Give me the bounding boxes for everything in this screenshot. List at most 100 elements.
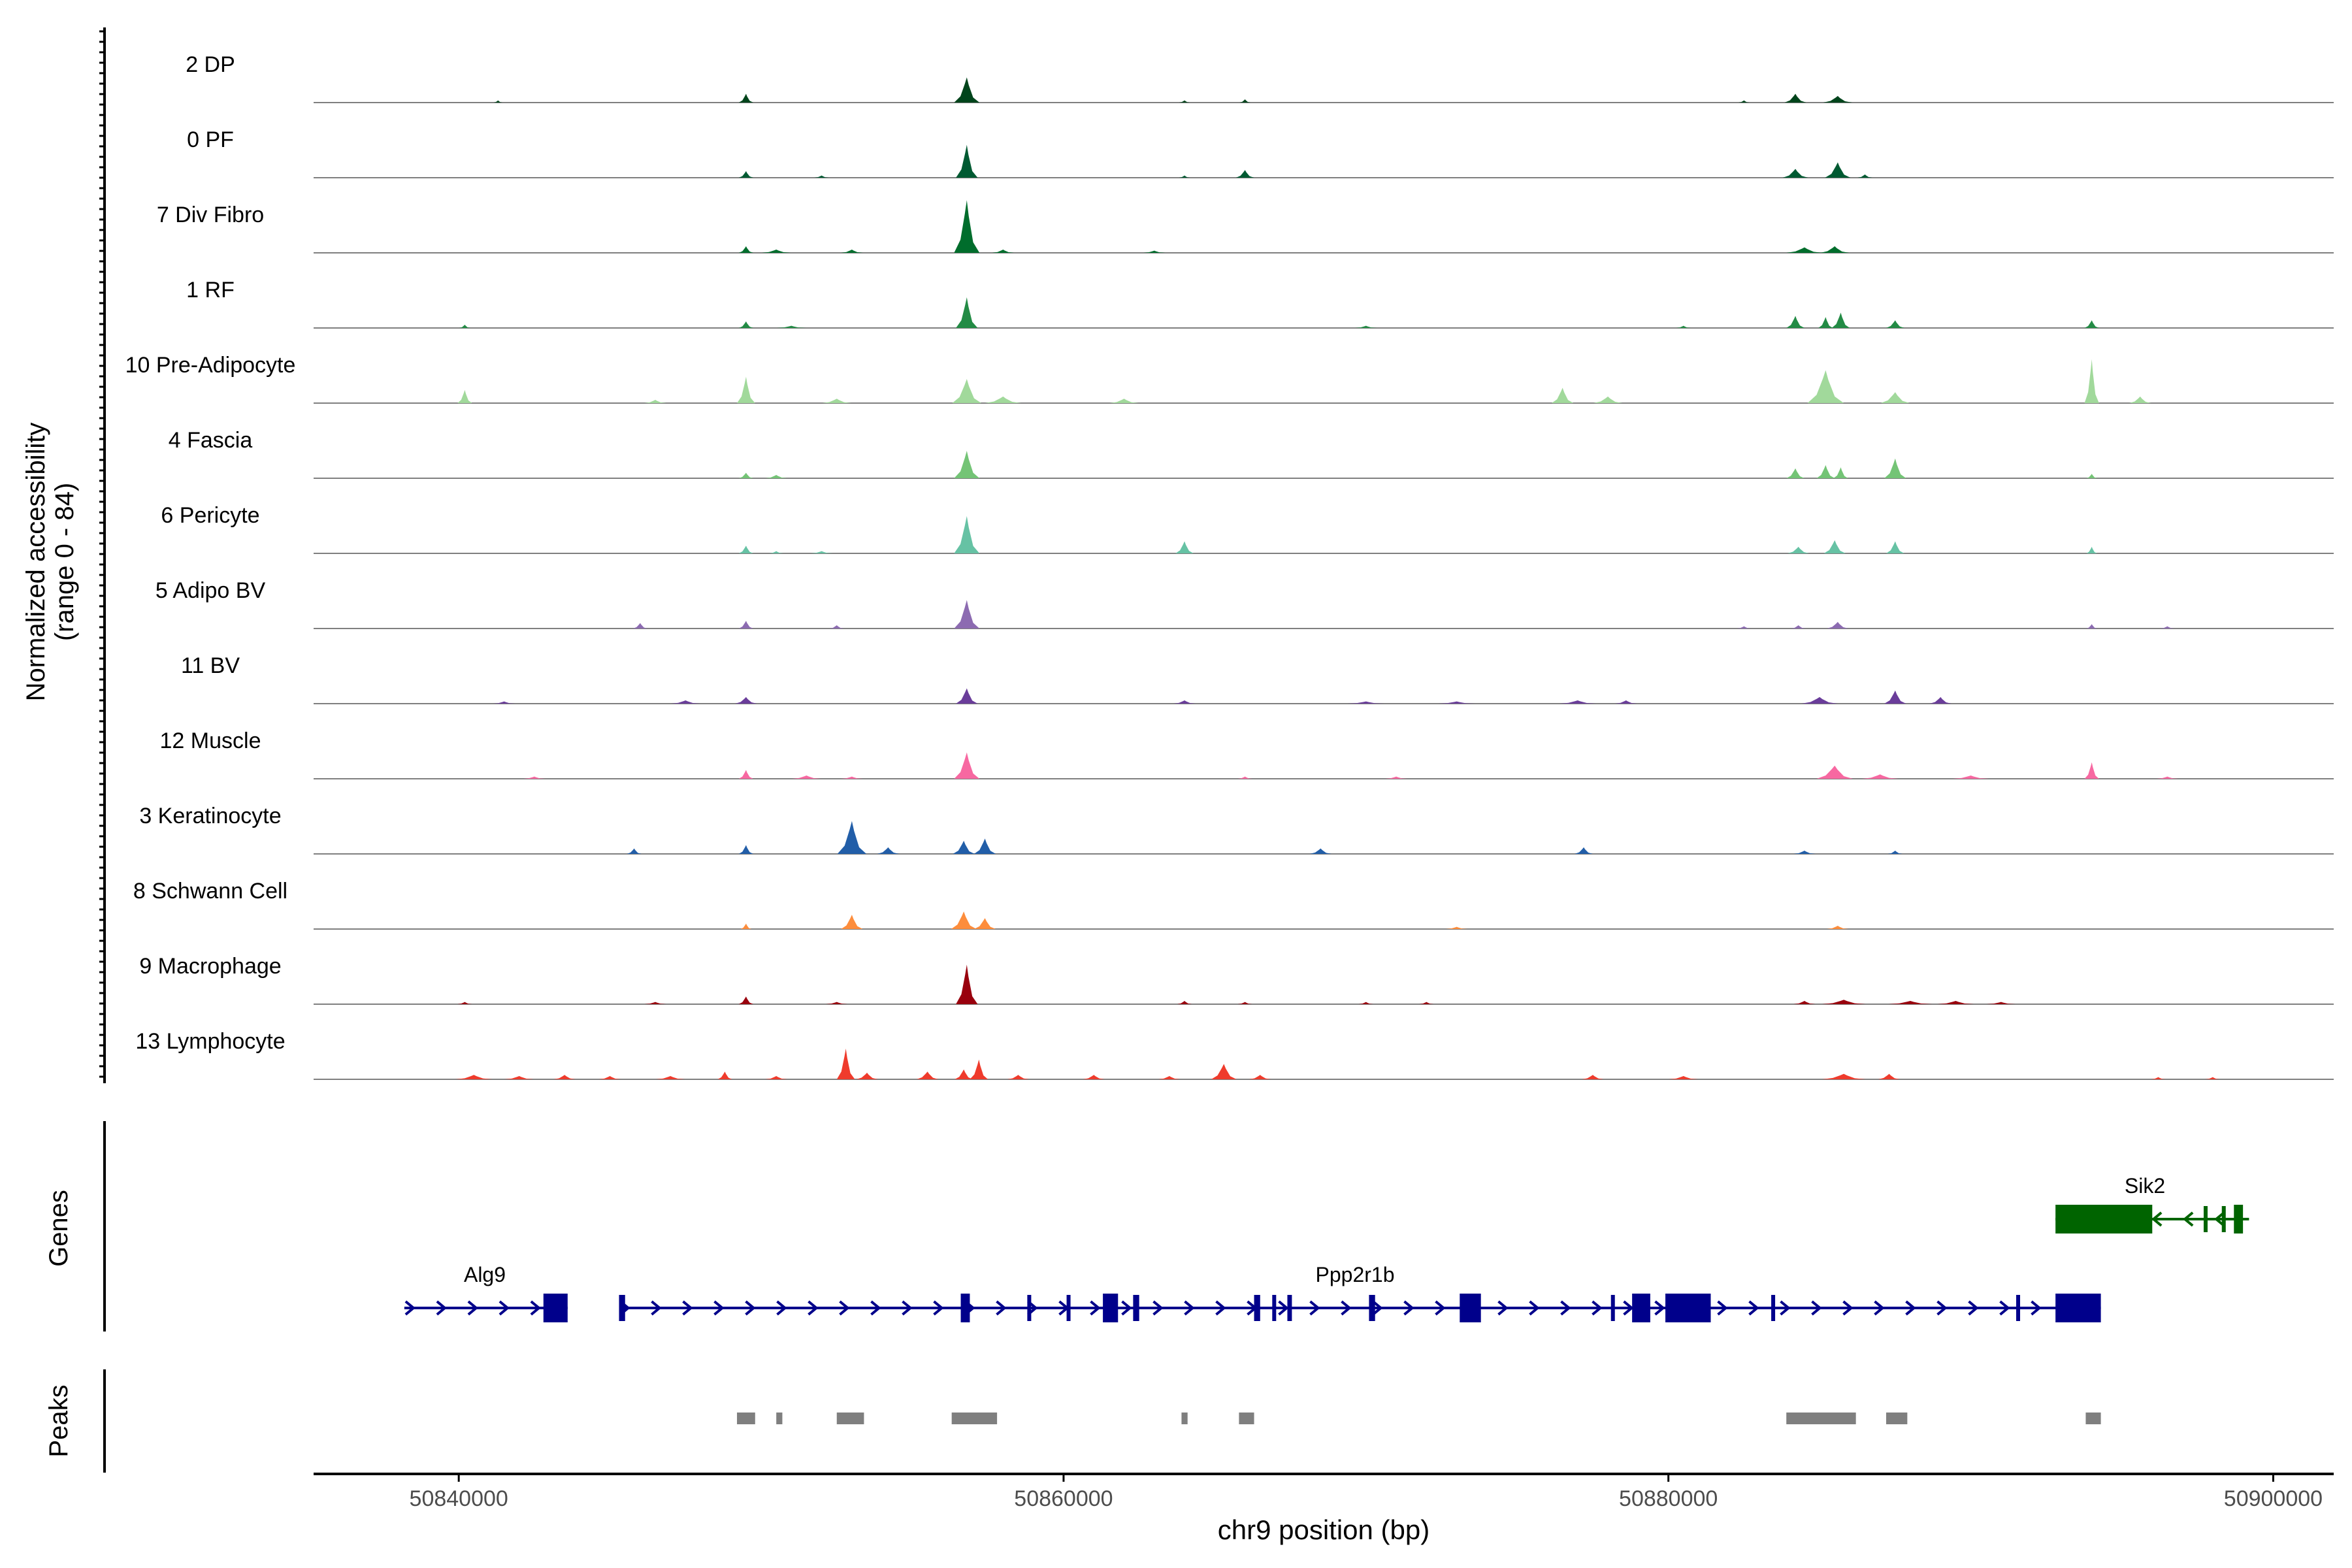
track-peak — [822, 399, 851, 403]
track-label: 11 BV — [181, 653, 240, 678]
track-peak — [457, 389, 472, 403]
gene-strand-arrow — [1121, 1300, 1132, 1316]
gene-strand-arrow — [1999, 1300, 2010, 1316]
track-peak — [738, 472, 754, 478]
track-peak — [504, 1075, 534, 1079]
track: 10 Pre-Adipocyte — [125, 353, 2334, 404]
track-peak — [1786, 316, 1805, 328]
gene-exon — [1369, 1295, 1375, 1321]
track-peak — [1793, 1000, 1816, 1004]
track-peak — [841, 776, 863, 779]
gene-exon — [1133, 1295, 1139, 1321]
gene-exon — [1254, 1295, 1260, 1321]
track-peak — [2086, 546, 2098, 553]
track-peak — [1173, 700, 1196, 704]
peak-region — [1181, 1413, 1188, 1424]
track-peak — [877, 847, 900, 854]
track-peak — [1887, 850, 1903, 854]
track-peak — [956, 964, 978, 1004]
track-label: 7 Div Fibro — [157, 203, 264, 227]
track-peak — [1986, 1002, 2016, 1004]
track-peak — [951, 911, 977, 929]
track-peak — [954, 515, 980, 553]
gene-strand-arrow — [713, 1300, 725, 1316]
gene-exon — [1610, 1295, 1615, 1321]
gene: Sik2 — [2055, 1174, 2249, 1233]
gene-exon — [2055, 1294, 2101, 1322]
track-peak — [1739, 100, 1750, 103]
track-peak — [738, 321, 754, 328]
track-peak — [1177, 1000, 1192, 1004]
track-peak — [738, 246, 754, 253]
track-peak — [810, 551, 833, 553]
peak-region — [776, 1413, 783, 1424]
track-peak — [1593, 396, 1623, 403]
gene-strand-arrow — [1372, 1300, 1383, 1316]
gene-strand-arrow — [1874, 1300, 1885, 1316]
gene-exon — [1460, 1294, 1481, 1322]
track-peak — [2160, 626, 2175, 629]
track-peak — [1820, 246, 1850, 253]
track-peak — [2084, 320, 2099, 328]
track-peak — [837, 821, 867, 854]
track-peak — [1237, 1002, 1252, 1004]
track-peak — [1818, 317, 1833, 328]
track-peak — [956, 144, 978, 178]
track-peak — [2129, 396, 2151, 403]
track-label: 13 Lymphocyte — [135, 1029, 285, 1054]
gene-exon — [2055, 1205, 2153, 1233]
track-peak — [738, 546, 754, 553]
gene-strand-arrow — [1936, 1300, 1948, 1316]
track: 12 Muscle — [160, 728, 2334, 779]
track-peak — [1816, 465, 1835, 478]
track-peak — [1788, 546, 1810, 553]
track-peak — [1560, 700, 1596, 704]
track-peak — [1827, 925, 1849, 929]
track-peak — [1929, 696, 1952, 704]
track-peak — [671, 700, 700, 704]
track-peak — [1831, 312, 1850, 328]
track-peak — [1249, 1075, 1271, 1079]
track-peak — [1952, 775, 1989, 779]
gene-exon — [2221, 1206, 2226, 1232]
track-peak — [841, 915, 863, 929]
track-peak — [1143, 250, 1166, 253]
track-peak — [955, 1069, 973, 1079]
x-axis-ticks: 50840000 50860000 50880000 50900000 — [410, 1474, 2323, 1511]
track-label: 4 Fascia — [169, 428, 253, 453]
gene-strand-arrow — [1435, 1300, 1446, 1316]
track-peak — [1821, 1000, 1866, 1004]
track-peak — [1793, 850, 1816, 854]
track: 0 PF — [187, 127, 2334, 178]
track-peak — [740, 923, 752, 929]
gene-annotation-track: Alg9 Ppp2r1b Sik2 — [404, 1174, 2249, 1322]
gene: Ppp2r1b — [619, 1263, 2101, 1322]
track-peak — [1239, 99, 1250, 103]
track: 1 RF — [186, 278, 2334, 329]
track-peak — [1175, 541, 1194, 553]
track: 6 Pericyte — [161, 503, 2334, 554]
track-peak — [459, 324, 470, 328]
track-peak — [1807, 370, 1844, 403]
gene-strand-arrow — [1905, 1300, 1916, 1316]
track: 8 Schwann Cell — [133, 879, 2334, 930]
track-peak — [1582, 1075, 1604, 1079]
track-peak — [953, 840, 975, 854]
gene-strand-arrow — [1748, 1300, 1759, 1316]
track-peak — [829, 625, 844, 629]
gene-exon — [1287, 1295, 1292, 1321]
track-peak — [1888, 1000, 1933, 1004]
track-peak — [1937, 1000, 1974, 1004]
track-peak — [956, 297, 978, 328]
track-peak — [1886, 320, 1904, 328]
gene-strand-arrow — [2031, 1300, 2042, 1316]
track: 13 Lymphocyte — [135, 1029, 2334, 1080]
gene-strand-arrow — [870, 1300, 881, 1316]
x-tick-label: 50860000 — [1014, 1486, 1113, 1511]
track: 3 Keratinocyte — [139, 804, 2334, 855]
gene-strand-arrow — [1341, 1300, 1352, 1316]
gene-strand-arrow — [902, 1300, 913, 1316]
gene-exon — [1027, 1295, 1032, 1321]
gene-exon — [1066, 1295, 1071, 1321]
